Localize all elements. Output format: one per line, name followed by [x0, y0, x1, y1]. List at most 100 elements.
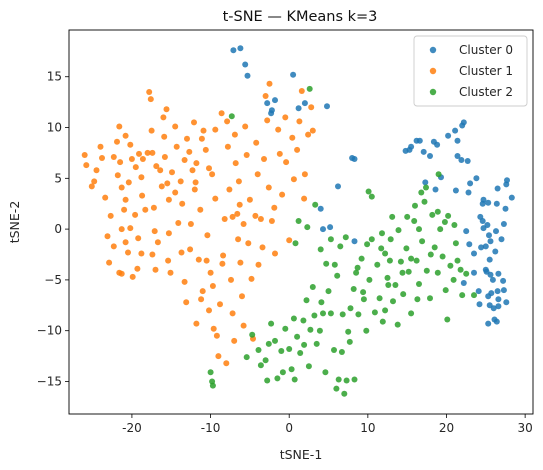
- data-point: [249, 331, 256, 338]
- data-point: [397, 258, 404, 265]
- legend-marker: [429, 67, 437, 75]
- data-point: [384, 274, 391, 281]
- data-point: [343, 377, 350, 384]
- data-point: [386, 257, 393, 264]
- data-point: [471, 292, 477, 299]
- data-point: [127, 225, 134, 232]
- data-point: [202, 146, 209, 153]
- data-point: [316, 327, 323, 334]
- data-point: [416, 137, 423, 144]
- data-point: [363, 327, 370, 334]
- data-point: [282, 325, 289, 332]
- data-point: [114, 138, 120, 145]
- data-point: [437, 226, 444, 233]
- data-point: [454, 153, 461, 159]
- data-point: [431, 244, 438, 251]
- data-point: [161, 133, 168, 140]
- data-point: [138, 250, 145, 257]
- data-point: [279, 369, 286, 376]
- data-point: [338, 349, 345, 355]
- data-point: [150, 204, 157, 211]
- data-point: [419, 238, 426, 245]
- data-point: [342, 234, 349, 241]
- data-point: [306, 85, 313, 92]
- data-point: [379, 230, 385, 237]
- data-point: [278, 348, 285, 354]
- data-point: [307, 326, 314, 333]
- y-tick-label: −10: [37, 324, 62, 338]
- data-point: [226, 186, 233, 193]
- data-point: [392, 282, 399, 288]
- data-point: [91, 178, 98, 185]
- data-point: [157, 167, 164, 174]
- data-point: [482, 243, 489, 250]
- data-point: [290, 176, 297, 183]
- data-point: [234, 210, 241, 217]
- data-point: [378, 245, 385, 252]
- data-point: [351, 156, 358, 162]
- data-point: [118, 184, 125, 191]
- data-point: [366, 276, 373, 283]
- data-point: [304, 224, 311, 231]
- data-point: [427, 295, 433, 302]
- data-point: [451, 222, 458, 228]
- data-point: [297, 350, 304, 356]
- data-point: [110, 154, 117, 160]
- data-point: [83, 162, 90, 169]
- data-point: [485, 293, 492, 300]
- data-point: [139, 192, 146, 199]
- data-point: [495, 296, 502, 303]
- data-point: [164, 180, 171, 187]
- data-point: [217, 301, 223, 308]
- data-point: [294, 333, 301, 340]
- data-point: [175, 220, 182, 226]
- data-point: [442, 287, 449, 294]
- data-point: [502, 205, 509, 212]
- data-point: [218, 110, 225, 117]
- data-point: [152, 266, 159, 273]
- data-point: [296, 118, 303, 125]
- data-point: [239, 293, 245, 300]
- data-point: [327, 224, 334, 231]
- data-point: [382, 307, 389, 314]
- data-point: [264, 377, 271, 384]
- data-point: [411, 218, 418, 224]
- data-point: [322, 369, 329, 376]
- data-point: [365, 188, 372, 195]
- data-point: [301, 171, 308, 178]
- data-point: [268, 107, 275, 114]
- data-point: [154, 239, 161, 246]
- data-point: [122, 196, 129, 203]
- y-tick-label: 15: [47, 70, 62, 84]
- data-point: [327, 236, 334, 243]
- data-point: [195, 256, 202, 263]
- data-point: [320, 226, 326, 233]
- data-point: [354, 264, 361, 271]
- data-point: [209, 283, 216, 289]
- data-point: [289, 134, 296, 141]
- data-point: [172, 123, 179, 130]
- data-point: [454, 257, 461, 264]
- data-point: [471, 250, 477, 257]
- data-point: [184, 135, 190, 142]
- data-point: [476, 301, 483, 308]
- data-point: [350, 286, 357, 292]
- data-point: [290, 71, 297, 78]
- data-point: [229, 213, 236, 220]
- data-point: [305, 131, 312, 138]
- data-point: [236, 201, 243, 208]
- data-point: [301, 341, 308, 348]
- data-point: [286, 237, 293, 244]
- data-point: [312, 201, 319, 208]
- data-point: [339, 311, 346, 318]
- data-point: [118, 226, 125, 233]
- data-point: [207, 269, 214, 276]
- data-point: [434, 208, 441, 215]
- data-point: [254, 171, 261, 178]
- data-point: [132, 211, 139, 218]
- data-point: [463, 228, 470, 235]
- data-point: [107, 212, 114, 219]
- data-point: [224, 143, 231, 150]
- data-point: [268, 218, 275, 224]
- data-point: [147, 96, 154, 103]
